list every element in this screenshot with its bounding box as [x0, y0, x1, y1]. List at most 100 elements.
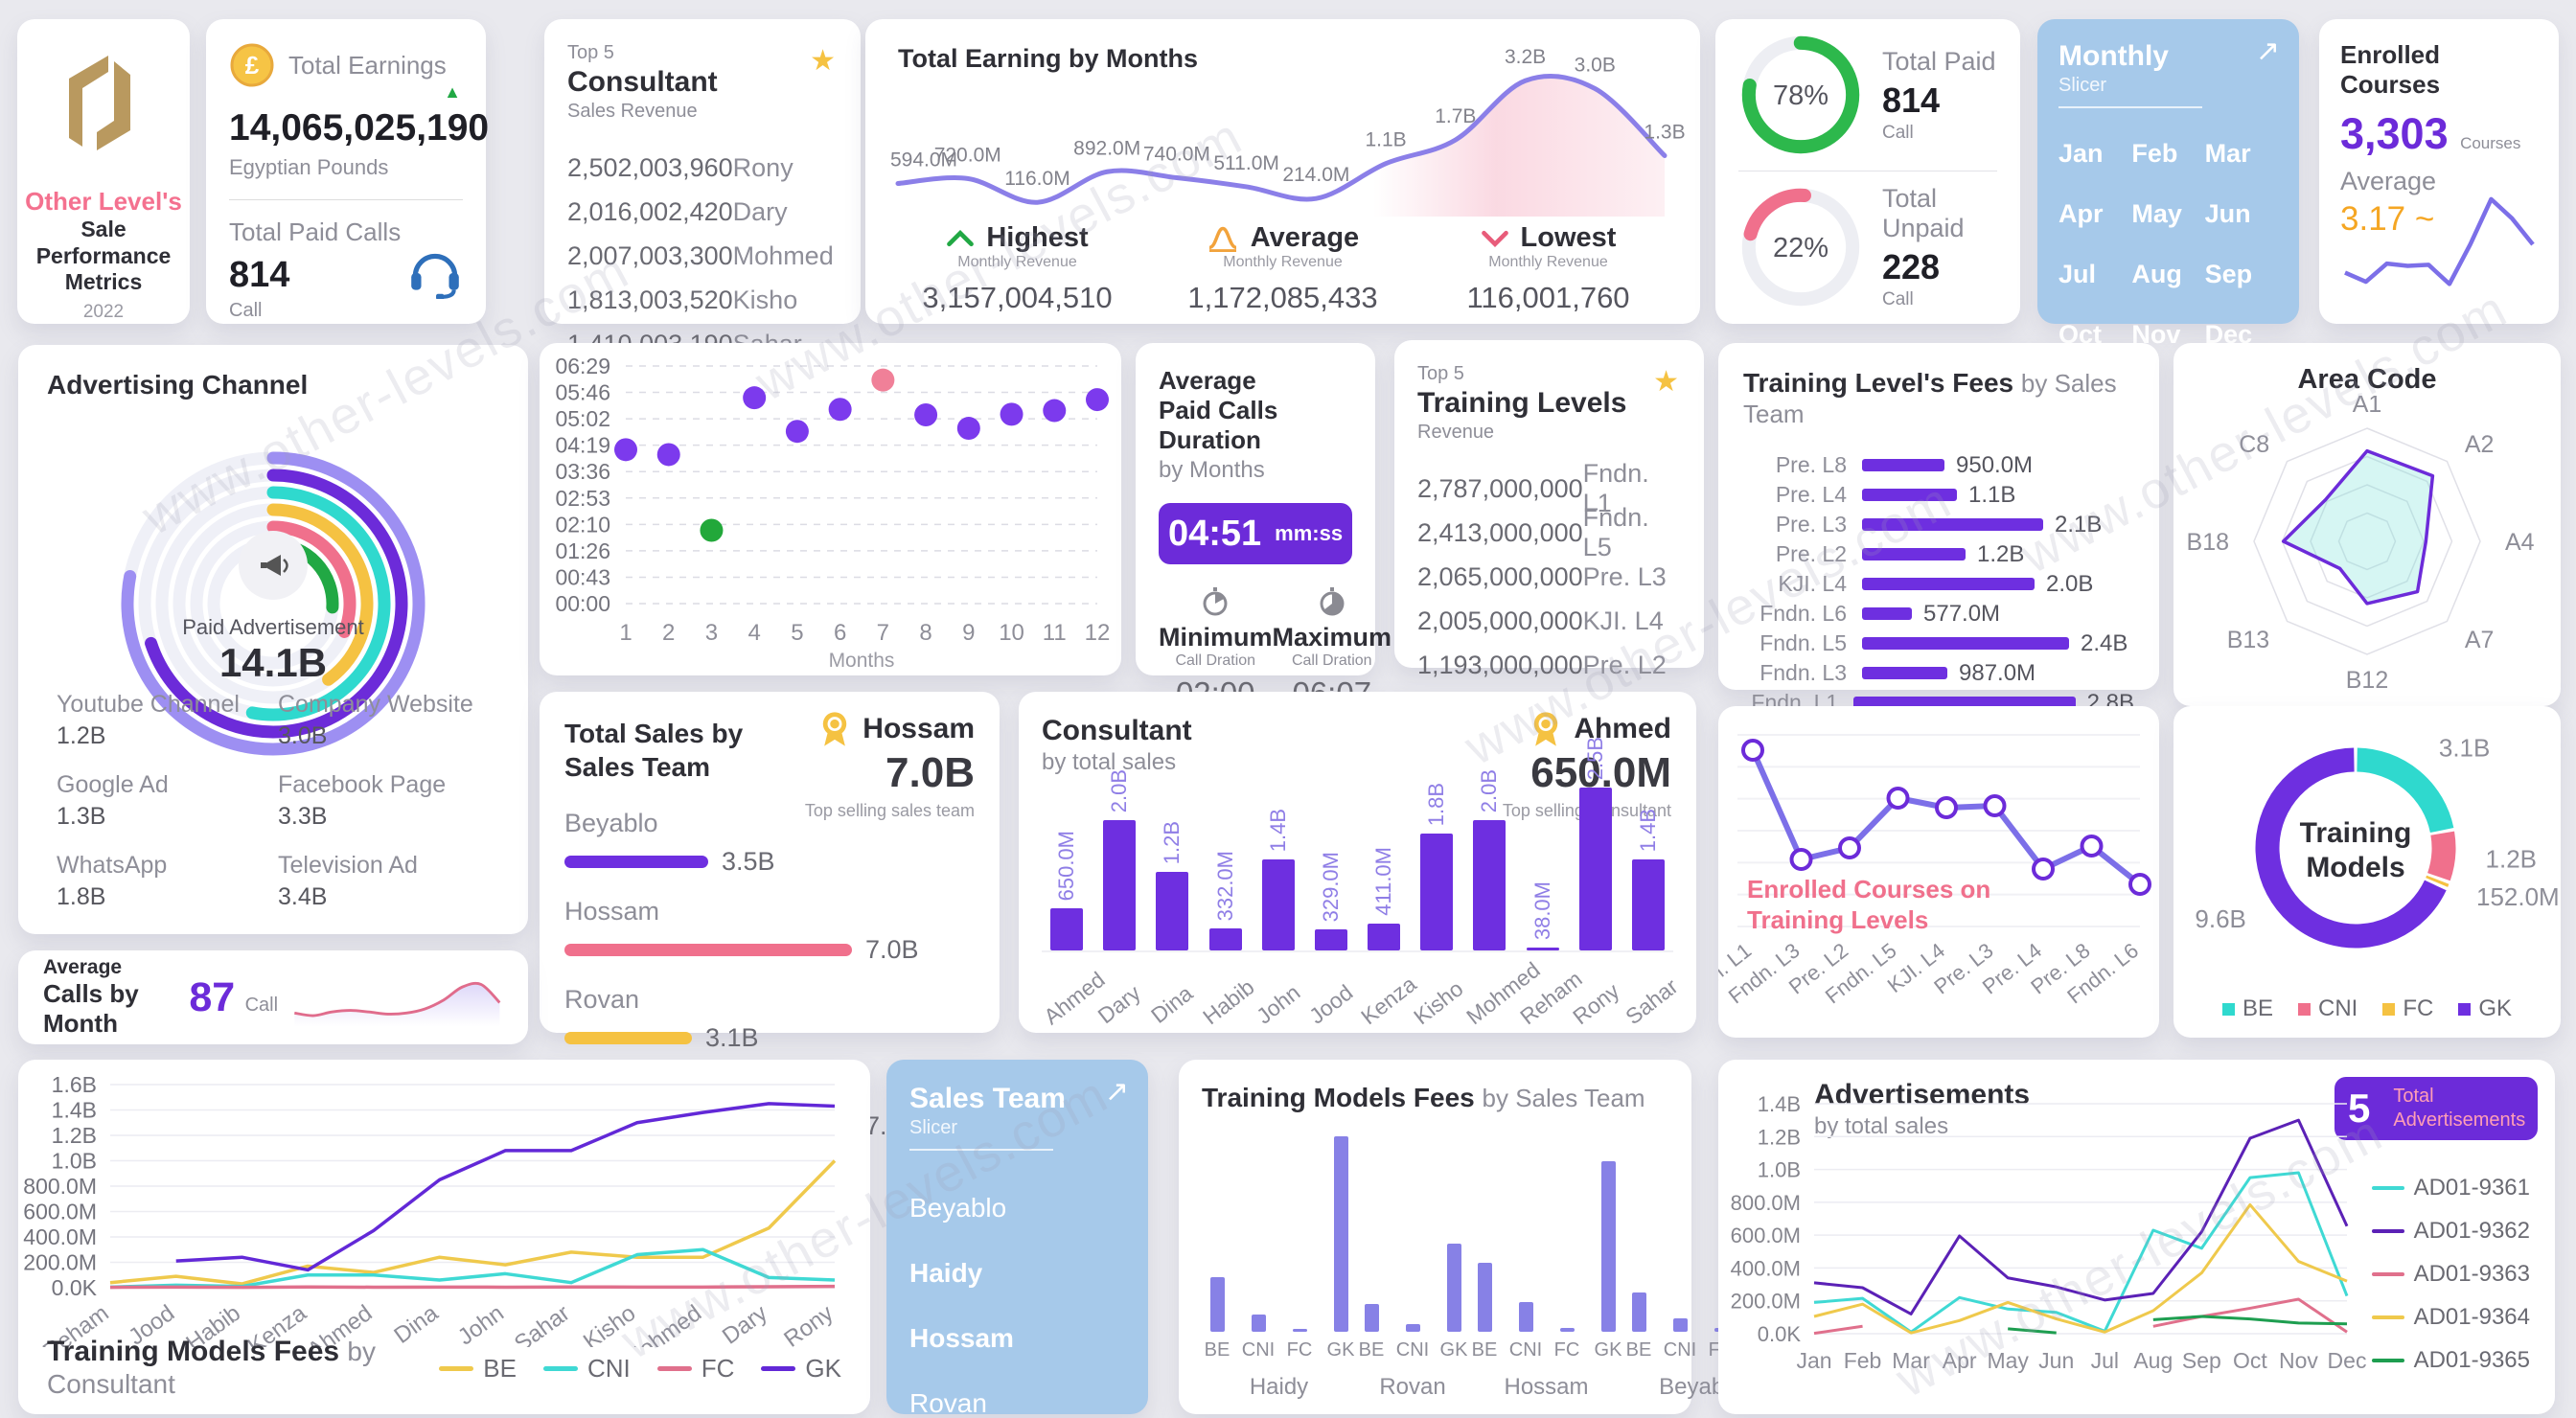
legend-item[interactable]: AD01-9365 — [2371, 1347, 2530, 1374]
month-option[interactable]: Aug — [2131, 260, 2182, 288]
bar-be[interactable] — [1631, 1292, 1646, 1332]
donut-slice-gk[interactable] — [2255, 747, 2447, 949]
line-series-ad01-9362[interactable] — [1813, 1118, 2349, 1315]
line-marker[interactable] — [2080, 835, 2104, 858]
bar-be[interactable] — [1477, 1263, 1492, 1332]
legend-item[interactable]: GK — [761, 1354, 841, 1384]
legend-item[interactable]: FC — [2382, 995, 2433, 1022]
expand-icon[interactable]: ↗ — [2255, 35, 2280, 67]
bar-fc[interactable] — [1559, 1328, 1575, 1332]
bar[interactable] — [564, 1032, 692, 1044]
scatter-point[interactable] — [700, 518, 724, 542]
bar-gk[interactable] — [1446, 1244, 1461, 1332]
legend-item[interactable]: BE — [439, 1354, 517, 1384]
line-series-ad01-9365[interactable] — [2008, 1315, 2348, 1335]
legend-item[interactable]: GK — [2458, 995, 2512, 1022]
line-marker[interactable] — [1983, 794, 2007, 817]
bar[interactable] — [1862, 667, 1947, 679]
bar[interactable] — [1862, 637, 2069, 650]
bar-be[interactable] — [1209, 1277, 1225, 1332]
scatter-point[interactable] — [1086, 388, 1109, 412]
bar[interactable] — [1156, 872, 1189, 950]
bar[interactable] — [1526, 948, 1559, 950]
scatter-point[interactable] — [743, 386, 767, 410]
legend-item[interactable]: AD01-9363 — [2371, 1261, 2530, 1288]
bar[interactable] — [1862, 607, 1912, 620]
legend-item[interactable]: AD01-9361 — [2371, 1175, 2530, 1201]
bar[interactable] — [1853, 697, 2076, 709]
line-series-gk[interactable] — [175, 1102, 836, 1272]
line-marker[interactable] — [2128, 873, 2151, 896]
line-series-ad01-9363[interactable] — [1813, 1297, 2348, 1336]
legend-item[interactable]: AD01-9362 — [2371, 1218, 2530, 1245]
bar-cni[interactable] — [1251, 1315, 1266, 1332]
line-series-ad01-9361[interactable] — [1813, 1171, 2349, 1334]
scatter-point[interactable] — [1043, 399, 1067, 423]
scatter-point[interactable] — [828, 398, 852, 422]
scatter-point[interactable] — [1000, 402, 1024, 426]
ring-television-ad[interactable] — [121, 451, 426, 756]
bar[interactable] — [1862, 459, 1944, 471]
legend-item[interactable]: AD01-9364 — [2371, 1304, 2530, 1331]
bar[interactable] — [1420, 834, 1454, 950]
scatter-point[interactable] — [614, 438, 637, 462]
line-series-be[interactable] — [109, 1159, 837, 1286]
bar-gk[interactable] — [1333, 1136, 1348, 1333]
slicer-item-haidy[interactable]: Haidy — [909, 1258, 983, 1288]
line-marker[interactable] — [1935, 796, 1958, 819]
legend-item[interactable]: BE — [2221, 995, 2273, 1022]
bar[interactable] — [1208, 928, 1242, 950]
bar[interactable] — [1368, 924, 1401, 950]
line-marker[interactable] — [1886, 787, 1910, 810]
month-option[interactable]: May — [2131, 199, 2182, 228]
line-series-fc[interactable] — [109, 1284, 836, 1290]
line-marker[interactable] — [2032, 858, 2055, 881]
slicer-item-beyablo[interactable]: Beyablo — [909, 1193, 1007, 1223]
month-option[interactable]: Feb — [2131, 139, 2178, 168]
slicer-item-rovan[interactable]: Rovan — [909, 1388, 987, 1418]
bar[interactable] — [1578, 788, 1612, 950]
bar-fc[interactable] — [1292, 1329, 1307, 1332]
month-option[interactable]: Jun — [2204, 199, 2251, 228]
bar-be[interactable] — [1364, 1304, 1379, 1332]
bar-gk[interactable] — [1600, 1161, 1616, 1332]
bar[interactable] — [564, 856, 708, 868]
month-option[interactable]: Jan — [2058, 139, 2104, 168]
ring-company-website[interactable] — [245, 486, 391, 721]
line-series-ad01-9364[interactable] — [1813, 1202, 2348, 1335]
bar[interactable] — [1261, 859, 1295, 950]
donut-slice-cni[interactable] — [2426, 831, 2456, 881]
bar[interactable] — [1103, 820, 1137, 950]
scatter-point[interactable] — [785, 420, 809, 444]
scatter-point[interactable] — [871, 368, 895, 392]
bar[interactable] — [1862, 578, 2035, 590]
legend-item[interactable]: CNI — [542, 1354, 631, 1384]
bar[interactable] — [1862, 489, 1957, 501]
legend-item[interactable]: FC — [656, 1354, 734, 1384]
bar-cni[interactable] — [1518, 1302, 1533, 1332]
radar-series[interactable] — [2281, 448, 2435, 606]
month-option[interactable]: Apr — [2058, 199, 2104, 228]
bar[interactable] — [1314, 929, 1347, 950]
legend-item[interactable]: CNI — [2297, 995, 2358, 1022]
line-marker[interactable] — [1741, 739, 1764, 762]
bar-cni[interactable] — [1672, 1318, 1688, 1332]
scatter-point[interactable] — [914, 403, 938, 427]
bar[interactable] — [1862, 518, 2043, 531]
slicer-item-hossam[interactable]: Hossam — [909, 1323, 1014, 1353]
month-option[interactable]: Mar — [2204, 139, 2251, 168]
bar[interactable] — [1473, 820, 1506, 950]
donut-slice-be[interactable] — [2356, 747, 2454, 834]
scatter-point[interactable] — [956, 417, 980, 441]
ring-facebook-page[interactable] — [145, 469, 408, 739]
bar-cni[interactable] — [1405, 1324, 1420, 1332]
bar[interactable] — [1050, 908, 1083, 950]
scatter-point[interactable] — [656, 443, 680, 467]
month-option[interactable]: Jul — [2058, 260, 2097, 288]
bar[interactable] — [1862, 548, 1966, 560]
donut-slice-fc[interactable] — [2426, 875, 2450, 887]
bar[interactable] — [1631, 859, 1665, 950]
expand-icon[interactable]: ↗ — [1104, 1076, 1129, 1108]
month-option[interactable]: Sep — [2204, 260, 2253, 288]
ring-whatsapp[interactable] — [266, 503, 374, 686]
